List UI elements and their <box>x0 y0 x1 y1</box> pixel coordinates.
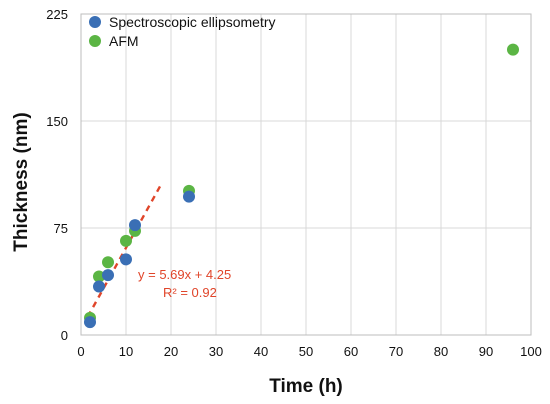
legend-marker-afm <box>89 35 101 47</box>
data-points <box>84 43 519 329</box>
y-tick-label: 75 <box>54 221 68 236</box>
point-ellipsometry <box>129 219 141 232</box>
point-afm <box>93 270 105 283</box>
x-tick-label: 30 <box>209 344 223 359</box>
x-tick-label: 90 <box>479 344 493 359</box>
fit-r-squared: R² = 0.92 <box>163 285 217 300</box>
x-axis-title: Time (h) <box>269 376 343 397</box>
x-tick-label: 20 <box>164 344 178 359</box>
point-ellipsometry <box>183 190 195 203</box>
y-axis-title: Thickness (nm) <box>11 112 32 251</box>
x-axis-ticks: 0 10 20 30 40 50 60 70 80 90 100 <box>77 344 541 359</box>
legend-label-ellipsometry: Spectroscopic ellipsometry <box>109 14 276 30</box>
legend-marker-ellipsometry <box>89 16 101 28</box>
legend: Spectroscopic ellipsometry AFM <box>89 14 276 49</box>
y-axis-ticks: 0 75 150 225 <box>46 7 68 343</box>
x-tick-label: 80 <box>434 344 448 359</box>
x-tick-label: 60 <box>344 344 358 359</box>
point-ellipsometry <box>93 280 105 293</box>
x-tick-label: 100 <box>520 344 542 359</box>
point-ellipsometry <box>120 253 132 266</box>
point-afm <box>102 256 114 269</box>
legend-label-afm: AFM <box>109 33 139 49</box>
y-tick-label: 150 <box>46 114 68 129</box>
y-tick-label: 0 <box>61 328 68 343</box>
grid-lines <box>80 13 532 336</box>
plot-area-frame <box>80 13 532 336</box>
x-tick-label: 0 <box>77 344 84 359</box>
point-ellipsometry <box>84 316 96 329</box>
x-tick-label: 70 <box>389 344 403 359</box>
point-ellipsometry <box>102 269 114 282</box>
point-afm <box>120 234 132 247</box>
trendline <box>86 182 164 318</box>
x-tick-label: 50 <box>299 344 313 359</box>
x-tick-label: 40 <box>254 344 268 359</box>
fit-equation: y = 5.69x + 4.25 <box>138 267 231 282</box>
point-afm <box>507 43 519 56</box>
x-tick-label: 10 <box>119 344 133 359</box>
y-tick-label: 225 <box>46 7 68 22</box>
